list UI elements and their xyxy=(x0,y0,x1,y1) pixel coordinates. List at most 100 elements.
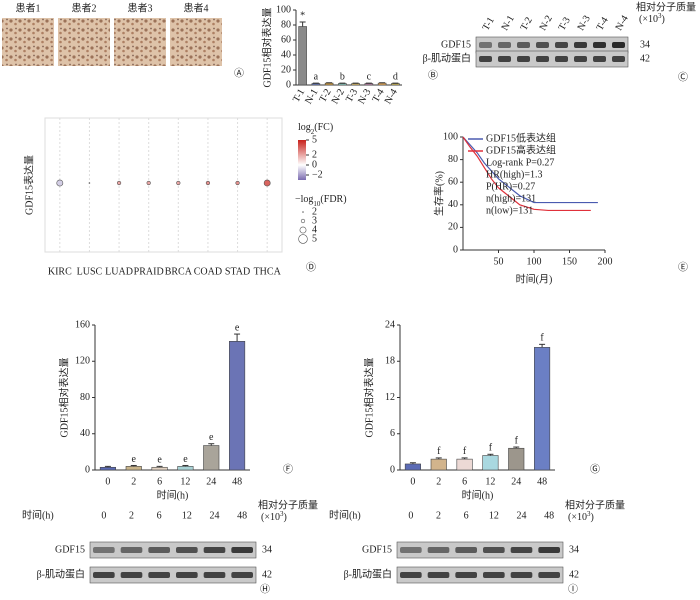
blot-band xyxy=(231,547,253,553)
blot-strip xyxy=(396,566,564,584)
x-tick-label: PRAID xyxy=(134,266,164,277)
bar xyxy=(311,83,321,86)
x-tick-label: THCA xyxy=(254,266,282,277)
bar xyxy=(364,83,374,86)
blot-band xyxy=(483,547,505,553)
bar xyxy=(456,458,473,471)
mw-unit: (×103) xyxy=(639,12,665,26)
blot-band xyxy=(203,572,226,578)
mw-label: 34 xyxy=(569,544,579,555)
blot-band xyxy=(455,572,477,578)
significance-label: d xyxy=(393,71,398,82)
bubble xyxy=(146,180,151,186)
blot-band xyxy=(538,572,560,578)
mw-unit-part: 3 xyxy=(658,12,662,20)
y-axis-label: GDF15表达量 xyxy=(22,155,35,215)
bar xyxy=(177,466,194,471)
blot-band xyxy=(612,42,625,48)
x-tick-label: N-4 xyxy=(383,87,400,106)
bar xyxy=(404,463,421,471)
mw-title: 相对分子质量 xyxy=(565,498,625,511)
blot-band xyxy=(427,572,450,578)
blot-band xyxy=(498,56,511,62)
blot-band xyxy=(120,572,143,578)
size-legend-title-part: 10 xyxy=(313,200,321,208)
y-axis-label: 生存率(%) xyxy=(432,171,445,216)
x-tick-label: LUSC xyxy=(77,266,103,277)
bubble xyxy=(116,180,122,186)
colorbar-tick-label: 5 xyxy=(312,134,317,145)
lane-label: 0 xyxy=(408,510,413,521)
lane-label: N-3 xyxy=(576,14,593,33)
blot-band xyxy=(400,572,422,578)
panel-label: Ⓕ xyxy=(283,463,293,475)
bar xyxy=(351,83,360,86)
x-tick-label: 6 xyxy=(157,476,162,487)
color-legend-title-part: log xyxy=(298,122,311,133)
bar xyxy=(430,458,447,471)
blot-band xyxy=(536,56,549,62)
color-legend-title-part: 2 xyxy=(311,128,315,136)
bubble xyxy=(176,180,181,186)
x-tick-label: 0 xyxy=(410,476,415,487)
y-tick-label: 60 xyxy=(281,34,291,45)
blot-band xyxy=(574,56,587,62)
bar xyxy=(482,455,499,471)
size-legend-symbol xyxy=(299,226,307,234)
row-label: GDF15 xyxy=(55,544,85,555)
lane-label: N-2 xyxy=(538,14,555,33)
panel-label: Ⓖ xyxy=(590,463,600,475)
blot-band xyxy=(612,56,625,62)
x-tick-label: 48 xyxy=(537,476,547,487)
y-tick-label: 40 xyxy=(281,49,291,60)
y-tick-label: 0 xyxy=(85,464,90,475)
x-tick-label: 150 xyxy=(562,256,577,267)
mw-label: 34 xyxy=(640,39,650,50)
blot-strip xyxy=(89,541,257,559)
x-tick-label: 0 xyxy=(105,476,110,487)
mw-title: 相对分子质量 xyxy=(258,498,318,511)
lane-label: T-3 xyxy=(557,15,573,32)
blot-strip xyxy=(475,50,629,68)
blot-band xyxy=(574,42,587,48)
mw-unit-part: ) xyxy=(283,512,286,523)
significance-label: e xyxy=(157,455,162,466)
lane-label: 12 xyxy=(489,510,499,521)
blot-strip xyxy=(396,541,564,559)
x-tick-label: 6 xyxy=(462,476,467,487)
colorbar-tick-label: 2 xyxy=(312,149,317,160)
lane-label: 48 xyxy=(544,510,554,521)
significance-label: e xyxy=(235,322,240,333)
blot-band xyxy=(498,42,511,48)
x-tick-label: 24 xyxy=(206,476,216,487)
y-tick-label: 20 xyxy=(448,222,458,233)
stat-annotation: n(high)=131 xyxy=(486,193,536,204)
blot-band xyxy=(93,572,115,578)
y-tick-label: 12 xyxy=(385,392,395,403)
blot-band xyxy=(455,547,477,553)
blot-band xyxy=(203,547,226,553)
y-axis-label: GDF15相对表达量 xyxy=(57,357,70,437)
y-tick-label: 80 xyxy=(448,154,458,165)
y-tick-label: 18 xyxy=(385,356,395,367)
y-tick-label: 20 xyxy=(281,64,291,75)
blot-band xyxy=(536,42,549,48)
blot-band xyxy=(479,56,492,62)
bubble xyxy=(88,182,91,184)
panel-label: Ⓘ xyxy=(568,583,578,595)
bar xyxy=(508,447,525,471)
bar xyxy=(391,83,400,86)
size-legend-symbol xyxy=(298,234,308,244)
bubble xyxy=(56,179,64,187)
x-tick-label: 2 xyxy=(131,476,136,487)
bar xyxy=(338,83,347,86)
size-legend-label: 4 xyxy=(312,224,317,235)
color-legend-title: log2(FC) xyxy=(298,122,333,135)
x-tick-label: LUAD xyxy=(105,266,133,277)
y-tick-label: 60 xyxy=(448,176,458,187)
colorbar-tick-label: −2 xyxy=(312,169,323,180)
size-legend-title-part: −log xyxy=(295,194,313,205)
mw-label: 42 xyxy=(262,569,272,580)
blot-band xyxy=(517,56,530,62)
x-tick-label: 12 xyxy=(180,476,190,487)
